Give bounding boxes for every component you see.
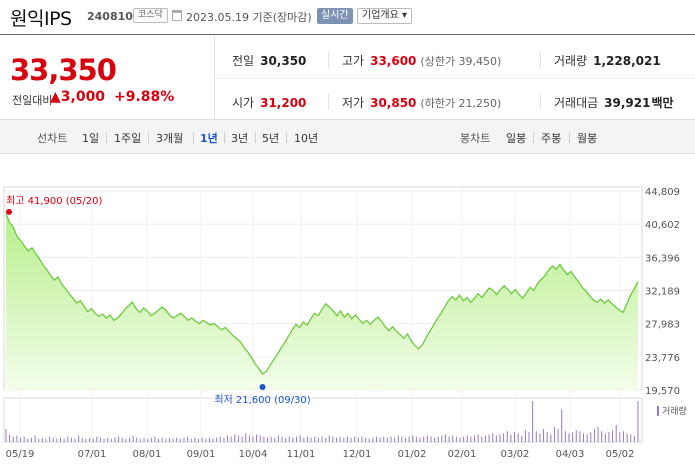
- y-tick-label: 36,396: [645, 253, 680, 264]
- tab-1-day[interactable]: 1일: [82, 132, 100, 145]
- y-tick-label: 32,189: [645, 287, 680, 298]
- divider: [328, 52, 329, 68]
- divider: [215, 78, 695, 79]
- tab-3-year[interactable]: 3년: [231, 132, 249, 145]
- high-value: 33,600: [370, 54, 417, 68]
- y-tick-label: 44,809: [645, 187, 680, 198]
- x-tick-label: 01/02: [398, 449, 427, 460]
- divider: [540, 94, 541, 110]
- volume: 거래량 1,228,021: [554, 52, 661, 69]
- volume-legend-swatch: [657, 406, 659, 416]
- tab-10-year[interactable]: 10년: [294, 132, 319, 145]
- price-chart[interactable]: 44,809 40,602 36,396 32,189 27,983 23,776 19,5…: [0, 154, 695, 469]
- calendar-icon: [172, 10, 182, 21]
- volume-value: 1,228,021: [593, 54, 661, 68]
- open-label: 시가: [232, 96, 255, 110]
- current-price: 33,350: [10, 53, 117, 87]
- high-label: 고가: [342, 54, 365, 68]
- y-tick-label: 27,983: [645, 320, 680, 331]
- y-tick-label: 23,776: [645, 353, 680, 364]
- change-label: 전일대비: [12, 94, 53, 107]
- change-value: ▲3,000: [50, 89, 106, 105]
- company-overview-dropdown[interactable]: 기업개요 ▾: [357, 8, 412, 24]
- tab-monthly-candle[interactable]: 월봉: [577, 132, 598, 145]
- low-value: 30,850: [370, 96, 417, 110]
- period-tabs: 선차트 1일 1주일 3개월 1년 3년 5년 10년 봉차트 일봉 주봉 월봉: [0, 120, 695, 154]
- tab-1-week[interactable]: 1주일: [114, 132, 142, 145]
- x-tick-label: 11/01: [287, 449, 316, 460]
- x-tick-label: 03/02: [501, 449, 530, 460]
- y-tick-label: 19,570: [645, 386, 680, 397]
- trade-amount: 거래대금 39,921백만: [554, 94, 674, 111]
- tab-3-month[interactable]: 3개월: [156, 132, 184, 145]
- prev-close-value: 30,350: [260, 54, 307, 68]
- quote-panel: 33,350 전일대비 ▲3,000 +9.88% 전일 30,350 고가 33,…: [0, 34, 695, 120]
- amount-label: 거래대금: [554, 96, 599, 110]
- amount-value: 39,921: [604, 96, 651, 110]
- y-tick-label: 40,602: [645, 220, 680, 231]
- price-line: [5, 213, 639, 375]
- lower-limit: (하한가 21,250): [420, 97, 502, 110]
- x-tick-label: 07/01: [78, 449, 107, 460]
- x-tick-label: 05/19: [6, 449, 35, 460]
- base-date: 2023.05.19 기준(장마감): [186, 11, 312, 24]
- volume-frame: [3, 397, 643, 443]
- stock-name: 원익IPS: [10, 8, 72, 30]
- x-tick-label: 05/02: [606, 449, 635, 460]
- tab-1-year[interactable]: 1년: [200, 132, 218, 145]
- low-marker: [259, 383, 266, 390]
- divider: [540, 52, 541, 68]
- divider: [214, 35, 215, 120]
- price-area: [6, 213, 638, 390]
- stock-code: 240810: [87, 10, 133, 23]
- tab-daily-candle[interactable]: 일봉: [506, 132, 527, 145]
- prev-close: 전일 30,350: [232, 52, 306, 69]
- open: 시가 31,200: [232, 94, 306, 111]
- low-annotation: 최저 21,600 (09/30): [214, 394, 310, 406]
- low: 저가 30,850 (하한가 21,250): [342, 94, 501, 111]
- x-tick-label: 10/04: [239, 449, 268, 460]
- line-chart-label: 선차트: [37, 132, 68, 145]
- x-tick-label: 09/01: [187, 449, 216, 460]
- tab-5-year[interactable]: 5년: [262, 132, 280, 145]
- volume-legend: 거래량: [662, 405, 687, 417]
- x-tick-label: 04/03: [556, 449, 585, 460]
- stock-header: 원익IPS 240810 코스닥 2023.05.19 기준(장마감) 실시간 …: [0, 0, 695, 34]
- candle-chart-label: 봉차트: [460, 132, 491, 145]
- market-badge: 코스닥: [133, 8, 168, 23]
- amount-unit: 백만: [651, 96, 674, 110]
- open-value: 31,200: [260, 96, 307, 110]
- x-tick-label: 02/01: [448, 449, 477, 460]
- x-tick-label: 12/01: [343, 449, 372, 460]
- high-annotation: 최고 41,900 (05/20): [6, 195, 102, 207]
- realtime-button[interactable]: 실시간: [317, 8, 353, 24]
- prev-close-label: 전일: [232, 54, 255, 68]
- upper-limit: (상한가 39,450): [420, 55, 502, 68]
- volume-label: 거래량: [554, 54, 588, 68]
- divider: [328, 94, 329, 110]
- chart-canvas[interactable]: 44,809 40,602 36,396 32,189 27,983 23,776 19,5…: [0, 154, 695, 469]
- high: 고가 33,600 (상한가 39,450): [342, 52, 501, 69]
- low-label: 저가: [342, 96, 365, 110]
- x-tick-label: 08/01: [133, 449, 162, 460]
- change-percent: +9.88%: [114, 89, 175, 105]
- tab-weekly-candle[interactable]: 주봉: [541, 132, 562, 145]
- high-marker: [6, 208, 12, 215]
